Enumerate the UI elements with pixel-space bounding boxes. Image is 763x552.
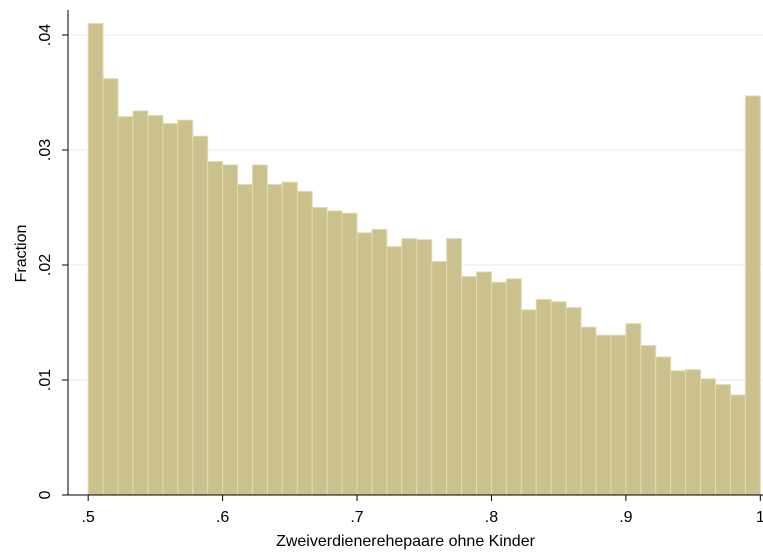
bar [251,164,268,496]
bar [162,123,179,496]
bar [132,110,149,496]
bar [192,135,209,496]
bar [326,210,343,496]
bar [505,278,522,496]
bar [565,307,582,496]
bar [744,95,761,496]
bar [610,334,627,496]
bar [117,116,134,496]
bar [296,190,313,496]
x-tick-label: 1 [756,509,763,526]
bar [700,378,717,496]
y-axis-label: Fraction [13,225,30,283]
y-tick-label: .03 [37,139,54,161]
bar [371,228,388,496]
bar [655,356,672,496]
bar [670,370,687,496]
bar [625,323,642,496]
bar [177,119,194,496]
x-axis-label: Zweiverdienerehepaare ohne Kinder [276,533,536,550]
x-tick-label: .8 [485,509,498,526]
x-tick-label: .9 [619,509,632,526]
x-tick-label: .7 [350,509,363,526]
y-tick-label: .01 [37,369,54,391]
bar [416,239,433,496]
x-tick-label: .6 [216,509,229,526]
x-tick-label: .5 [81,509,94,526]
bar [386,246,403,496]
bar [266,184,283,496]
bar [446,238,463,496]
bar [102,78,119,496]
bar [281,181,298,496]
y-tick-label: .04 [37,24,54,46]
bar [311,207,328,496]
bar [595,334,612,496]
bar [356,232,373,496]
bar [640,345,657,496]
y-tick-label: 0 [37,490,54,499]
bar [87,23,104,496]
bar [237,184,253,496]
bar [341,212,358,496]
y-tick-label: .02 [37,254,54,276]
bar [535,299,552,496]
bar [476,271,492,496]
bar [580,326,597,496]
bar [685,369,702,496]
bar [222,164,239,496]
bar [729,394,746,496]
bar [431,261,448,496]
bar [550,301,567,496]
bar [715,384,731,496]
bar [207,161,224,496]
bar [461,276,478,496]
bar [147,115,164,496]
bar [401,238,418,496]
bar [490,281,507,496]
bar [520,309,537,496]
